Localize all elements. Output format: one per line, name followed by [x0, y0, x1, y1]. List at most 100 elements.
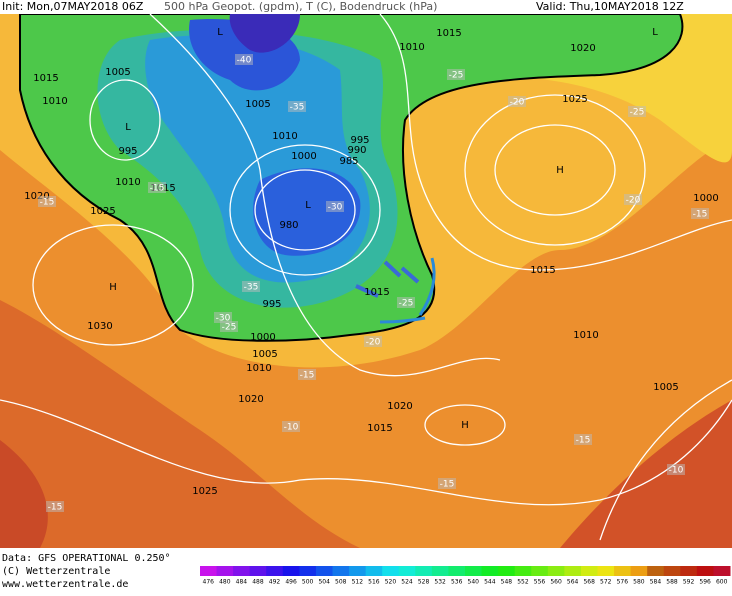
colorbar-swatch	[216, 566, 234, 576]
isobar-label: 985	[339, 156, 358, 167]
map: 1015 1010 1005 L 995 1010 1015 1020 1025 H 1030 L L 1…	[0, 14, 732, 548]
isobar-label: 1005	[245, 99, 270, 110]
colorbar-label: 544	[484, 579, 496, 586]
colorbar-label: 480	[219, 579, 231, 586]
isobar-label: 1010	[42, 96, 67, 107]
temperature-box	[624, 194, 642, 205]
colorbar-label: 540	[468, 579, 480, 586]
colorbar-swatch	[315, 566, 333, 576]
pressure-center: H	[556, 165, 564, 176]
isobar-label: 1015	[367, 423, 392, 434]
colorbar-swatch	[448, 566, 466, 576]
temperature-box	[691, 208, 709, 219]
temperature-label: -15	[300, 371, 315, 381]
isobar-label: 1020	[238, 394, 263, 405]
isobar-label: 1020	[387, 401, 412, 412]
temperature-box	[667, 464, 685, 475]
isobar-label: 1025	[562, 94, 587, 105]
colorbar-label: 524	[401, 579, 413, 586]
isobar-label: 1010	[399, 42, 424, 53]
colorbar-label: 572	[600, 579, 612, 586]
isobar-label: 1020	[570, 43, 595, 54]
colorbar-label: 484	[236, 579, 248, 586]
colorbar-label: 564	[567, 579, 579, 586]
temperature-box	[242, 281, 260, 292]
temperature-label: -40	[237, 56, 252, 66]
temperature-label: -20	[626, 196, 641, 206]
isobar-label: 1000	[291, 151, 316, 162]
temperature-label: -10	[669, 466, 684, 476]
footer-url: www.wetterzentrale.de	[2, 579, 128, 590]
isobar-label: 1000	[693, 193, 718, 204]
colorbar-label: 536	[451, 579, 463, 586]
temperature-box	[438, 478, 456, 489]
temperature-box	[38, 196, 56, 207]
colorbar-label: 512	[352, 579, 364, 586]
temperature-label: -25	[222, 323, 237, 333]
colorbar-swatch	[481, 566, 499, 576]
colorbar-label: 496	[285, 579, 297, 586]
colorbar-swatch	[531, 566, 549, 576]
temperature-box	[220, 321, 238, 332]
temperature-box	[364, 336, 382, 347]
colorbar-label: 556	[534, 579, 546, 586]
colorbar-label: 568	[583, 579, 595, 586]
colorbar-label: 516	[368, 579, 380, 586]
pressure-center: L	[217, 27, 223, 38]
colorbar-swatch	[630, 566, 648, 576]
isobar-label: 1015	[530, 265, 555, 276]
colorbar-swatch	[514, 566, 532, 576]
isobar-label: 1010	[115, 177, 140, 188]
temperature-box	[508, 96, 526, 107]
colorbar-swatch	[200, 566, 218, 576]
colorbar-swatch	[365, 566, 383, 576]
temperature-label: -30	[216, 314, 231, 324]
temperature-label: -35	[244, 283, 259, 293]
pressure-center: L	[125, 122, 131, 133]
temperature-box	[397, 297, 415, 308]
temperature-label: -25	[630, 108, 645, 118]
footer-copyright: (C) Wetterzentrale	[2, 566, 110, 577]
temperature-label: -10	[284, 423, 299, 433]
isobar-label: 1010	[272, 131, 297, 142]
colorbar-label: 560	[550, 579, 562, 586]
colorbar-swatch	[465, 566, 483, 576]
pressure-center: H	[109, 282, 117, 293]
colorbar-swatch	[415, 566, 433, 576]
colorbar-swatch	[647, 566, 665, 576]
isobar-label: 1010	[246, 363, 271, 374]
colorbar-label: 504	[318, 579, 330, 586]
isobar-label: 1015	[436, 28, 461, 39]
colorbar-swatch	[233, 566, 251, 576]
temperature-label: -15	[440, 480, 455, 490]
colorbar-swatch	[614, 566, 632, 576]
footer-data: Data: GFS OPERATIONAL 0.250°	[2, 553, 171, 564]
isobar-label: 1005	[105, 67, 130, 78]
colorbar: 476 480 484 488 492 496 500 504 508 512 516 520 524 5…	[200, 566, 731, 586]
colorbar-label: 500	[302, 579, 314, 586]
pressure-center: L	[305, 200, 311, 211]
colorbar-swatch	[282, 566, 300, 576]
temperature-label: -25	[399, 299, 414, 309]
colorbar-swatch	[398, 566, 416, 576]
isobar-label: 1015	[364, 287, 389, 298]
colorbar-label: 520	[385, 579, 397, 586]
isobar-label: 995	[118, 146, 137, 157]
colorbar-swatch	[696, 566, 714, 576]
temperature-label: -25	[449, 71, 464, 81]
isobar-label: 995	[262, 299, 281, 310]
colorbar-swatch	[564, 566, 582, 576]
isobar-label: 980	[279, 220, 298, 231]
temperature-label: -15	[150, 184, 165, 194]
colorbar-swatch	[597, 566, 615, 576]
temperature-box	[46, 501, 64, 512]
colorbar-label: 552	[517, 579, 529, 586]
temperature-label: -30	[328, 203, 343, 213]
colorbar-swatch	[713, 566, 731, 576]
colorbar-swatch	[431, 566, 449, 576]
isobar-label: 1025	[192, 486, 217, 497]
colorbar-swatch	[266, 566, 284, 576]
pressure-center: L	[652, 27, 658, 38]
colorbar-label: 492	[269, 579, 281, 586]
